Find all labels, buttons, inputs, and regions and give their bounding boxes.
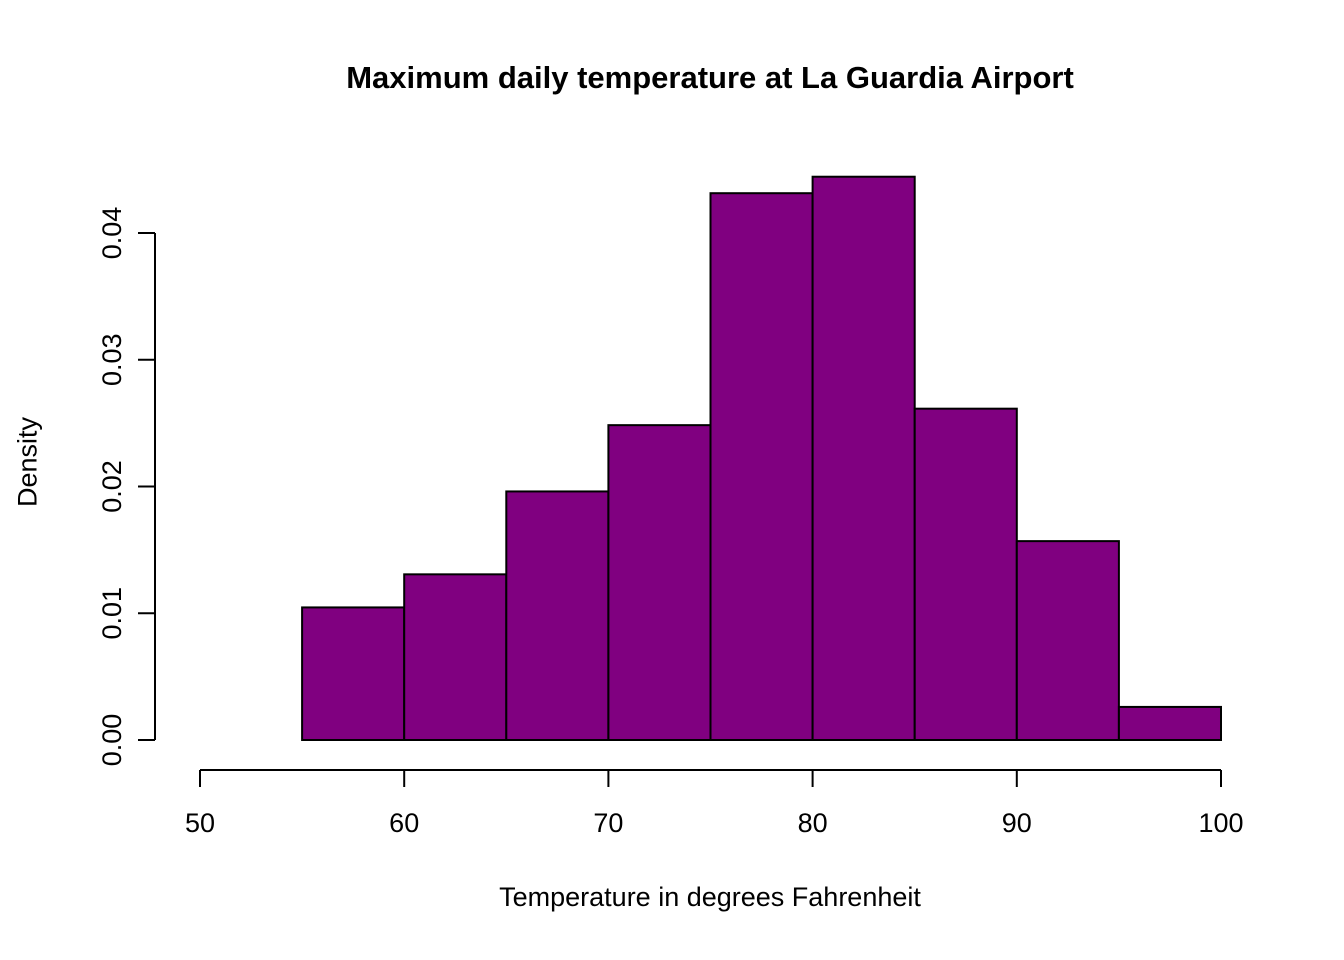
x-tick-label: 80 [798,808,828,838]
histogram-bar [301,606,406,741]
x-axis: 50 60 70 80 90 100 [185,769,1244,838]
histogram-bar [811,175,916,741]
x-tick-label: 100 [1198,808,1243,838]
histogram-bar [913,407,1018,741]
x-tick-label: 50 [185,808,215,838]
histogram-bar [1117,705,1223,742]
histogram-bar [1015,540,1120,742]
histogram-bar [607,424,712,741]
y-tick-label: 0.03 [97,333,127,386]
bars-group [301,175,1223,742]
x-tick-label: 70 [593,808,623,838]
y-tick-label: 0.04 [97,207,127,260]
histogram-bar [709,192,814,741]
x-tick-label: 90 [1002,808,1032,838]
y-tick-label: 0.01 [97,587,127,640]
chart-title: Maximum daily temperature at La Guardia … [346,60,1074,95]
y-tick-label: 0.02 [97,460,127,513]
x-axis-label: Temperature in degrees Fahrenheit [499,882,921,912]
y-axis: 0.00 0.01 0.02 0.03 0.04 [97,207,156,767]
histogram-bar [403,573,508,742]
x-tick-label: 60 [389,808,419,838]
histogram-bar [505,490,610,741]
y-axis-label: Density [12,416,43,508]
y-tick-label: 0.00 [97,714,127,767]
